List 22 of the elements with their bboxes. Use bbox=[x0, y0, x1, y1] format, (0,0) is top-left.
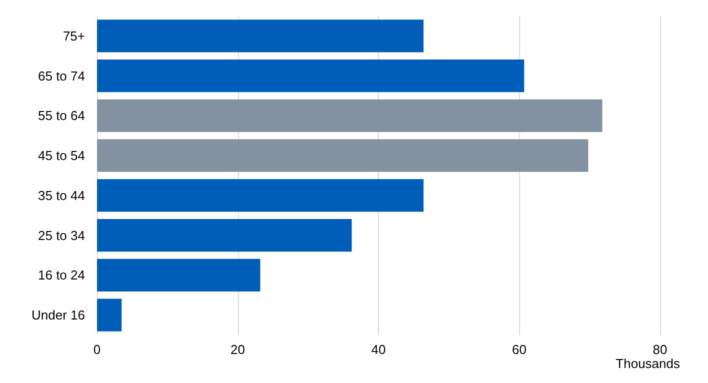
y-tick-label: 45 to 54 bbox=[38, 148, 85, 164]
x-tick-label: 0 bbox=[93, 342, 101, 357]
y-tick-label: 16 to 24 bbox=[38, 268, 85, 283]
bar bbox=[97, 99, 602, 132]
y-tick-label: 55 to 64 bbox=[38, 108, 85, 124]
y-tick-label: 35 to 44 bbox=[38, 188, 85, 203]
bar bbox=[97, 139, 588, 172]
bar bbox=[97, 298, 122, 332]
x-axis-title: Thousands bbox=[616, 356, 680, 371]
x-tick-label: 60 bbox=[512, 342, 526, 357]
x-tick-label: 40 bbox=[371, 342, 386, 357]
bar bbox=[97, 218, 352, 252]
y-tick-label: 75+ bbox=[62, 28, 85, 44]
bar bbox=[97, 59, 524, 92]
bar bbox=[97, 20, 424, 52]
bar bbox=[97, 258, 260, 292]
y-tick-label: Under 16 bbox=[32, 308, 85, 323]
x-tick-label: 80 bbox=[652, 342, 668, 357]
y-tick-label: 25 to 34 bbox=[38, 228, 85, 243]
bar bbox=[97, 179, 424, 212]
x-tick-label: 20 bbox=[230, 342, 245, 357]
y-tick-label: 65 to 74 bbox=[38, 68, 85, 84]
